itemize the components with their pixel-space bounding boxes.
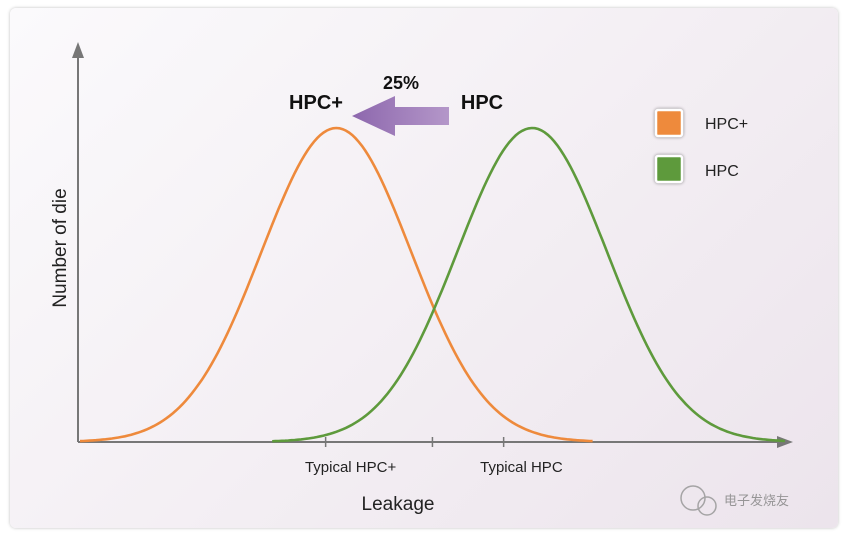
series-hpcplus-curve	[79, 126, 593, 443]
legend-swatch-hpc	[654, 154, 684, 184]
legend-swatch-hpcplus	[654, 108, 684, 138]
watermark: 电子发烧友	[680, 485, 789, 516]
legend-label-hpc: HPC	[705, 163, 739, 180]
tick-label-typical-hpc: Typical HPC	[480, 459, 563, 476]
legend: HPC+ HPC	[654, 108, 748, 184]
watermark-text: 电子发烧友	[724, 493, 789, 508]
y-axis-arrowhead	[72, 42, 84, 58]
x-axis-title: Leakage	[362, 494, 435, 515]
shift-percent-label: 25%	[383, 73, 419, 93]
x-axis-arrowhead	[777, 436, 793, 448]
y-axis-title: Number of die	[50, 188, 71, 307]
chat-bubble-icon	[680, 485, 706, 511]
shift-arrow	[352, 96, 449, 136]
x-axis-ticks	[324, 437, 505, 447]
chat-bubble-icon-small	[697, 496, 717, 516]
hpcplus-peak-label: HPC+	[289, 92, 343, 114]
tick-label-typical-hpcplus: Typical HPC+	[305, 459, 397, 476]
legend-label-hpcplus: HPC+	[705, 116, 748, 133]
hpc-peak-label: HPC	[461, 92, 503, 114]
series-hpc-curve	[272, 126, 785, 443]
